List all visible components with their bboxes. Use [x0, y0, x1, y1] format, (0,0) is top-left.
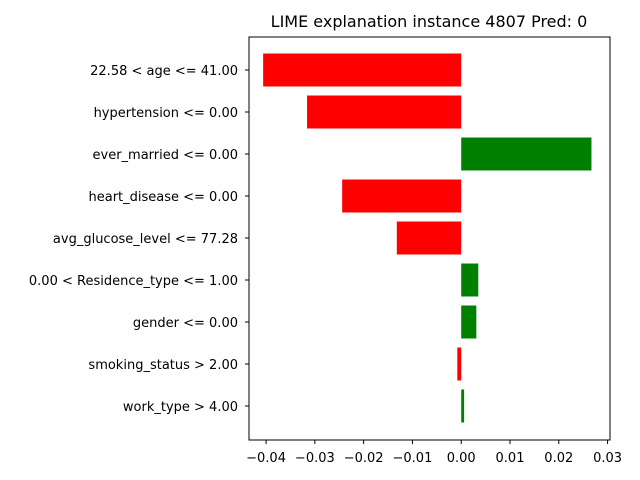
y-tick-label: 0.00 < Residence_type <= 1.00 [29, 274, 238, 289]
x-tick-label: 0.00 [447, 451, 476, 466]
y-tick-label: gender <= 0.00 [133, 316, 238, 331]
x-axis: −0.04 −0.03 −0.02 −0.01 0.00 0.01 0.02 0.03 [246, 440, 622, 466]
bar-2 [461, 137, 592, 171]
x-tick-label: −0.03 [295, 451, 335, 466]
bar-3 [342, 179, 462, 213]
y-tick-label: heart_disease <= 0.00 [88, 190, 238, 205]
y-tick-label: hypertension <= 0.00 [94, 106, 238, 121]
bars-group [263, 53, 592, 423]
y-tick-label: ever_married <= 0.00 [93, 148, 238, 163]
y-tick-label: 22.58 < age <= 41.00 [90, 64, 238, 79]
y-tick-label: smoking_status > 2.00 [88, 358, 238, 373]
bar-6 [461, 305, 477, 339]
bar-1 [307, 95, 462, 129]
y-tick-labels: 22.58 < age <= 41.00 hypertension <= 0.00… [29, 64, 249, 415]
y-tick-label: avg_glucose_level <= 77.28 [53, 232, 238, 247]
x-tick-label: −0.01 [393, 451, 433, 466]
plot-frame [248, 36, 611, 441]
x-tick-label: 0.02 [544, 451, 573, 466]
bar-8 [461, 389, 465, 423]
bar-7 [457, 347, 462, 381]
chart-title: LIME explanation instance 4807 Pred: 0 [271, 12, 588, 31]
bar-5 [461, 263, 479, 297]
bar-0 [263, 53, 462, 87]
x-tick-label: 0.03 [593, 451, 622, 466]
bar-4 [396, 221, 462, 255]
x-tick-label: −0.04 [246, 451, 286, 466]
x-tick-label: −0.02 [344, 451, 384, 466]
x-tick-label: 0.01 [496, 451, 525, 466]
y-tick-label: work_type > 4.00 [123, 400, 238, 415]
